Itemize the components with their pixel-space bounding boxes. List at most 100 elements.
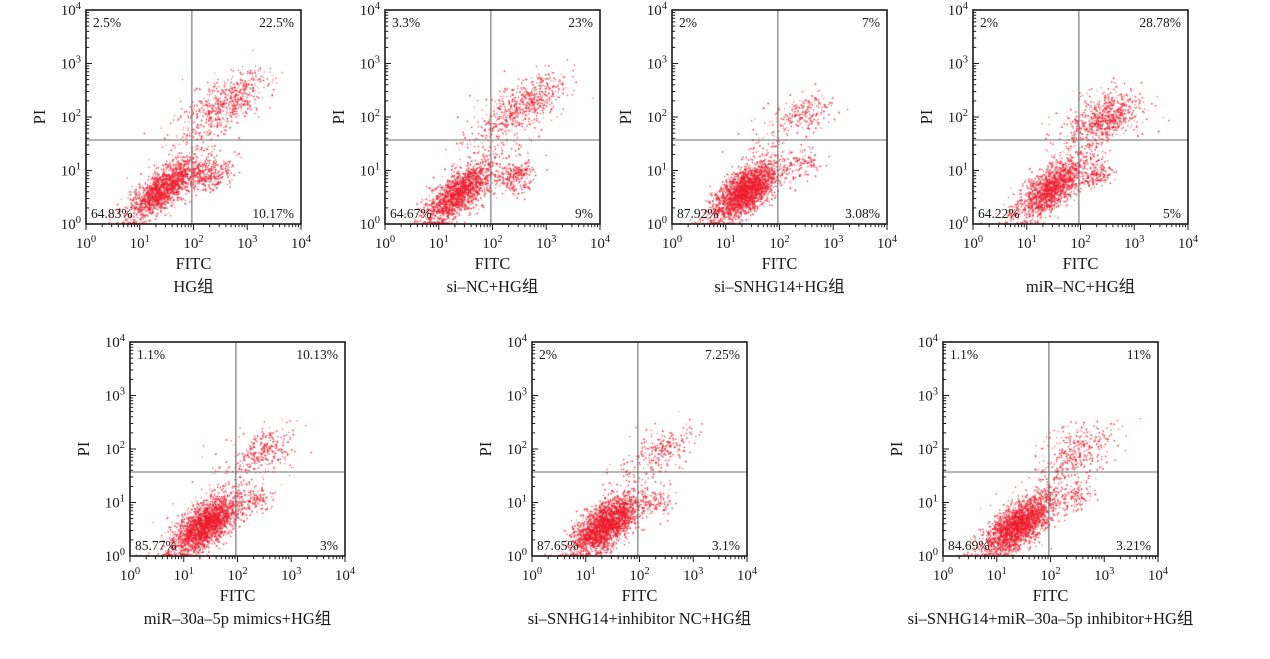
axis-tick-label: 104 xyxy=(335,566,356,584)
quadrant-lower-right-percentage: 5% xyxy=(1163,206,1181,221)
axis-tick-label: 101 xyxy=(360,162,380,180)
y-axis-label: PI xyxy=(329,110,348,125)
scatter-dots-canvas xyxy=(672,10,887,224)
quadrant-gate-lines xyxy=(973,10,1188,224)
axis-ticks xyxy=(384,9,601,230)
quadrant-upper-left-percentage: 2% xyxy=(539,347,557,362)
axis-tick-label: 101 xyxy=(61,162,81,180)
axis-tick-label: 101 xyxy=(429,234,449,252)
plot-frame xyxy=(671,9,888,225)
axis-tick-label: 102 xyxy=(629,566,649,584)
axis-tick-label: 100 xyxy=(662,234,682,252)
y-axis-label: PI xyxy=(917,110,936,125)
plot-title: miR–NC+HG组 xyxy=(1026,277,1135,296)
axis-tick-label: 103 xyxy=(1124,234,1144,252)
axis-tick-label: 103 xyxy=(105,387,125,405)
axis-tick-label: 104 xyxy=(105,333,126,351)
axis-tick-label: 102 xyxy=(1040,566,1060,584)
axis-tick-label: 104 xyxy=(647,1,668,19)
plot-title: si–SNHG14+miR–30a–5p inhibitor+HG组 xyxy=(908,609,1194,628)
quadrant-upper-right-percentage: 7% xyxy=(862,15,880,30)
quadrant-lower-right-percentage: 3% xyxy=(320,538,338,553)
plot-title: miR–30a–5p mimics+HG组 xyxy=(144,609,332,628)
axis-tick-label: 101 xyxy=(1017,234,1037,252)
plot-cell-1: 100 100 101 101 102 102 103 103 104 104 3.3% 23% 64.… xyxy=(315,1,645,304)
axis-tick-label: 104 xyxy=(1178,234,1199,252)
axis-tick-label: 100 xyxy=(105,547,125,565)
quadrant-lower-right-percentage: 3.08% xyxy=(845,206,880,221)
quadrant-upper-right-percentage: 10.13% xyxy=(296,347,338,362)
quadrant-lower-right-percentage: 10.17% xyxy=(252,206,294,221)
axis-tick-label: 101 xyxy=(948,162,968,180)
quadrant-lower-left-percentage: 84.69% xyxy=(948,538,990,553)
axis-tick-label: 103 xyxy=(281,566,301,584)
axis-tick-label: 103 xyxy=(360,55,380,73)
plot-frame xyxy=(531,341,748,557)
axis-tick-label: 100 xyxy=(61,215,81,233)
plot-title: si–SNHG14+HG组 xyxy=(714,277,844,296)
axis-tick-label: 104 xyxy=(507,333,528,351)
quadrant-upper-left-percentage: 2.5% xyxy=(93,15,121,30)
axis-tick-label: 104 xyxy=(590,234,611,252)
quadrant-upper-left-percentage: 1.1% xyxy=(137,347,165,362)
x-axis-label: FITC xyxy=(762,254,798,273)
axis-tick-label: 100 xyxy=(647,215,667,233)
plot-frame xyxy=(384,9,601,225)
quadrant-lower-right-percentage: 3.1% xyxy=(712,538,740,553)
axis-tick-label: 100 xyxy=(948,215,968,233)
axis-tick-label: 104 xyxy=(877,234,898,252)
axis-tick-label: 102 xyxy=(647,108,667,126)
y-axis-label: PI xyxy=(476,442,495,457)
axis-tick-label: 100 xyxy=(360,215,380,233)
axis-ticks xyxy=(531,341,748,562)
y-axis-label: PI xyxy=(74,442,93,457)
axis-tick-label: 102 xyxy=(227,566,247,584)
plot-frame xyxy=(85,9,302,225)
axis-tick-label: 103 xyxy=(948,55,968,73)
axis-tick-label: 102 xyxy=(948,108,968,126)
quadrant-upper-right-percentage: 11% xyxy=(1127,347,1151,362)
axis-tick-label: 102 xyxy=(482,234,502,252)
quadrant-gate-lines xyxy=(130,342,345,556)
x-axis-label: FITC xyxy=(1033,586,1069,605)
axis-tick-label: 103 xyxy=(647,55,667,73)
quadrant-upper-right-percentage: 28.78% xyxy=(1139,15,1181,30)
scatter-dots-canvas xyxy=(86,10,301,224)
axis-tick-label: 101 xyxy=(987,566,1007,584)
y-axis-label: PI xyxy=(887,442,906,457)
axis-tick-label: 101 xyxy=(507,494,527,512)
axis-tick-label: 101 xyxy=(716,234,736,252)
quadrant-upper-left-percentage: 2% xyxy=(980,15,998,30)
quadrant-lower-left-percentage: 64.83% xyxy=(91,206,133,221)
axis-tick-label: 102 xyxy=(183,234,203,252)
scatter-dots-canvas xyxy=(532,342,747,556)
x-axis-label: FITC xyxy=(475,254,511,273)
plot-title: si–SNHG14+inhibitor NC+HG组 xyxy=(528,609,752,628)
axis-tick-label: 100 xyxy=(963,234,983,252)
axis-ticks xyxy=(671,9,888,230)
quadrant-lower-left-percentage: 87.65% xyxy=(537,538,579,553)
scatter-dots-canvas xyxy=(973,10,1188,224)
plot-frame xyxy=(972,9,1189,225)
axis-ticks xyxy=(85,9,302,230)
scatter-dots-canvas xyxy=(943,342,1158,556)
axis-tick-label: 102 xyxy=(507,440,527,458)
quadrant-gate-lines xyxy=(86,10,301,224)
axis-tick-label: 101 xyxy=(105,494,125,512)
plot-cell-5: 100 100 101 101 102 102 103 103 104 104 2% 7.25% 87.… xyxy=(462,333,792,636)
quadrant-lower-right-percentage: 3.21% xyxy=(1116,538,1151,553)
y-axis-label: PI xyxy=(30,110,49,125)
axis-tick-label: 104 xyxy=(737,566,758,584)
quadrant-gate-lines xyxy=(943,342,1158,556)
y-axis-label: PI xyxy=(616,110,635,125)
plot-frame xyxy=(129,341,346,557)
quadrant-gate-lines xyxy=(385,10,600,224)
plot-title: si–NC+HG组 xyxy=(447,277,539,296)
